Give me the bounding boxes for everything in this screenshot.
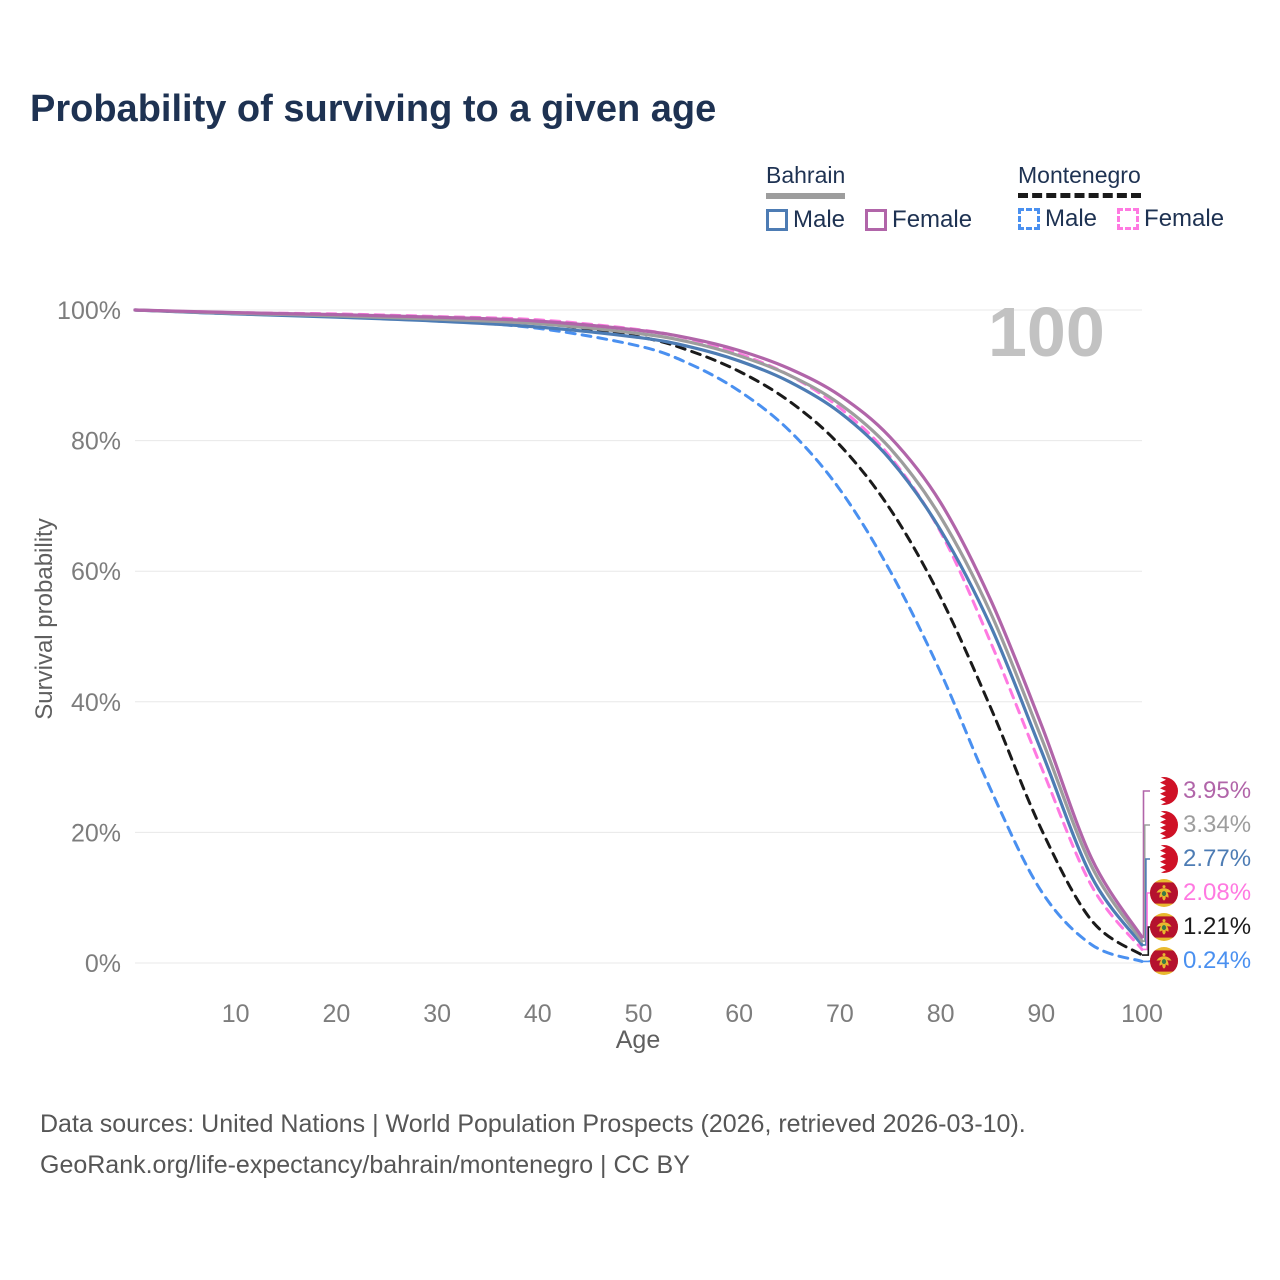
y-tick-label: 100% bbox=[57, 297, 121, 325]
footer: Data sources: United Nations | World Pop… bbox=[40, 1104, 1026, 1186]
legend-group-montenegro: Montenegro Male Female bbox=[1018, 162, 1224, 233]
series-line-montenegro_all[interactable] bbox=[133, 308, 1144, 957]
end-label-montenegro-male: 0.24% bbox=[1150, 947, 1251, 975]
y-tick-label: 60% bbox=[71, 558, 121, 586]
connector-line bbox=[1142, 926, 1150, 956]
legend-item-montenegro-male[interactable]: Male bbox=[1018, 205, 1097, 233]
montenegro-flag-icon bbox=[1150, 947, 1178, 975]
y-axis-title: Survival probability bbox=[31, 518, 58, 720]
bahrain-flag-icon bbox=[1150, 811, 1178, 839]
end-value-labels: 3.95% 3.34% 2.77% 2.08% bbox=[1150, 777, 1251, 975]
legend-item-bahrain-male[interactable]: Male bbox=[766, 206, 845, 234]
chart-title: Probability of surviving to a given age bbox=[30, 88, 717, 130]
legend-item-label: Male bbox=[1045, 205, 1098, 232]
y-tick-label: 80% bbox=[71, 428, 121, 456]
x-tick-label: 30 bbox=[423, 1000, 451, 1028]
series-line-bahrain_female[interactable] bbox=[133, 308, 1144, 939]
series-line-bahrain_male[interactable] bbox=[133, 308, 1144, 947]
age-counter-watermark: 100 bbox=[988, 293, 1105, 371]
montenegro-male-swatch-icon bbox=[1018, 208, 1040, 230]
legend-item-bahrain-female[interactable]: Female bbox=[865, 206, 972, 234]
end-label-montenegro-all: 1.21% bbox=[1150, 913, 1251, 941]
end-value: 1.21% bbox=[1183, 913, 1252, 940]
bahrain-male-swatch-icon bbox=[766, 209, 788, 231]
connector-line bbox=[1142, 858, 1150, 946]
montenegro-female-swatch-icon bbox=[1117, 208, 1140, 230]
bahrain-female-swatch-icon bbox=[865, 209, 888, 231]
footer-attribution: GeoRank.org/life-expectancy/bahrain/mont… bbox=[40, 1151, 690, 1179]
x-tick-label: 20 bbox=[322, 1000, 350, 1028]
end-value: 0.24% bbox=[1183, 947, 1252, 974]
bahrain-flag-icon bbox=[1150, 845, 1178, 873]
legend-bahrain-label[interactable]: Bahrain bbox=[766, 162, 846, 199]
end-value: 2.08% bbox=[1183, 879, 1252, 906]
x-tick-label: 10 bbox=[222, 1000, 250, 1028]
legend-group-bahrain: Bahrain Male Female bbox=[766, 162, 972, 234]
end-label-bahrain-female: 3.95% bbox=[1150, 777, 1251, 805]
y-tick-label: 0% bbox=[85, 950, 121, 978]
y-tick-label: 20% bbox=[71, 819, 121, 847]
end-label-bahrain-male: 2.77% bbox=[1150, 845, 1251, 873]
connector-line bbox=[1142, 824, 1150, 942]
end-value: 3.95% bbox=[1183, 777, 1252, 804]
legend-item-label: Female bbox=[892, 206, 973, 233]
end-label-montenegro-female: 2.08% bbox=[1150, 879, 1251, 907]
x-tick-label: 100 bbox=[1121, 1000, 1163, 1028]
montenegro-flag-icon bbox=[1150, 913, 1178, 941]
footer-data-sources: Data sources: United Nations | World Pop… bbox=[40, 1110, 1026, 1138]
connector-line bbox=[1142, 892, 1150, 951]
x-tick-label: 40 bbox=[524, 1000, 552, 1028]
x-axis-title: Age bbox=[615, 1026, 661, 1054]
y-tick-label: 40% bbox=[71, 689, 121, 717]
montenegro-flag-icon bbox=[1150, 879, 1178, 907]
connector-line bbox=[1142, 790, 1150, 939]
end-label-bahrain-all: 3.34% bbox=[1150, 811, 1251, 839]
x-tick-label: 80 bbox=[927, 1000, 955, 1028]
x-tick-label: 90 bbox=[1027, 1000, 1055, 1028]
legend-item-label: Female bbox=[1144, 205, 1225, 232]
legend-item-montenegro-female[interactable]: Female bbox=[1117, 205, 1224, 233]
x-tick-label: 60 bbox=[725, 1000, 753, 1028]
bahrain-flag-icon bbox=[1150, 777, 1178, 805]
legend-item-label: Male bbox=[793, 206, 846, 233]
series-line-montenegro_male[interactable] bbox=[133, 308, 1144, 963]
legend-montenegro-label[interactable]: Montenegro bbox=[1018, 162, 1141, 198]
end-value: 3.34% bbox=[1183, 811, 1252, 838]
end-value: 2.77% bbox=[1183, 845, 1252, 872]
x-tick-label: 70 bbox=[826, 1000, 854, 1028]
x-tick-label: 50 bbox=[625, 1000, 653, 1028]
